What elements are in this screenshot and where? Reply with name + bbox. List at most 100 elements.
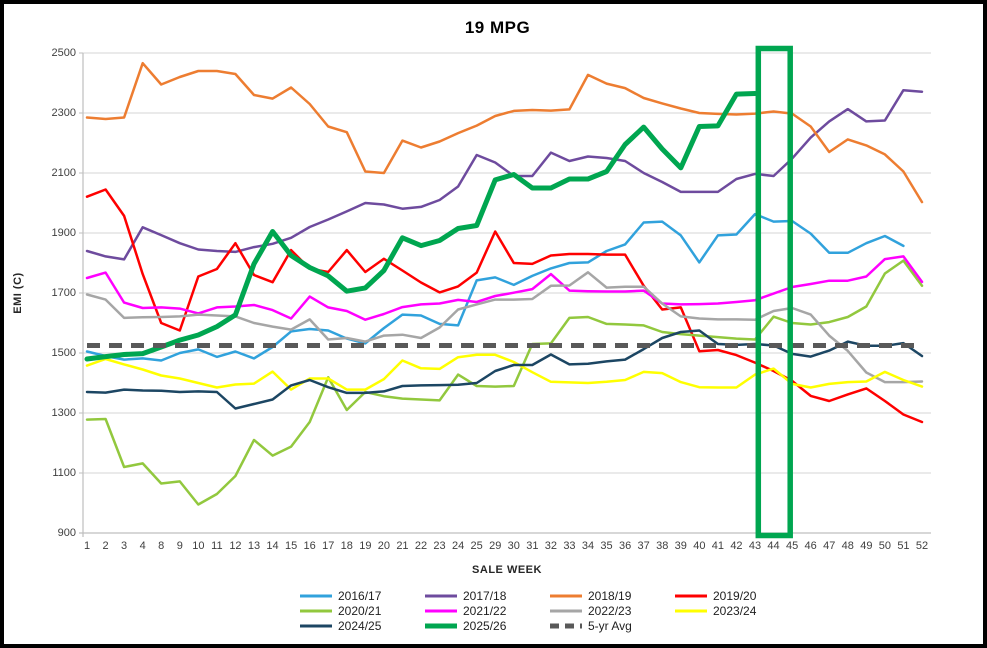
x-tick-label: 39	[674, 540, 687, 552]
series-line-2018-19	[85, 61, 924, 204]
x-tick-label: 35	[600, 540, 613, 552]
legend-line-sample	[300, 609, 332, 612]
legend-label: 2024/25	[338, 618, 382, 633]
x-tick-label: 43	[748, 540, 762, 552]
x-tick-label: 40	[693, 540, 706, 552]
x-tick-label: 21	[396, 540, 409, 552]
x-tick-label: 30	[507, 540, 520, 552]
x-tick-label: 10	[192, 540, 205, 552]
legend-label: 5-yr Avg	[588, 618, 632, 633]
y-tick-label: 1900	[51, 226, 76, 239]
legend-line-sample	[675, 594, 707, 597]
week-44-highlight-rect	[755, 45, 793, 539]
x-tick-label: 13	[247, 540, 261, 552]
x-tick-label: 8	[158, 540, 165, 552]
series-line-2022-23	[85, 271, 924, 384]
legend-item-2017-18: 2017/18	[424, 588, 549, 603]
x-tick-label: 12	[229, 540, 242, 552]
plot-area	[79, 45, 931, 539]
x-tick-label: 14	[266, 540, 279, 552]
x-tick-label: 24	[451, 540, 465, 552]
series-line-2025-26	[84, 91, 758, 362]
x-tick-label: 23	[433, 540, 446, 552]
x-tick-label: 11	[211, 540, 223, 552]
x-tick-label: 50	[878, 540, 891, 552]
legend-line-sample	[425, 609, 457, 612]
x-tick-label: 38	[656, 540, 669, 552]
x-tick-label: 32	[544, 540, 557, 552]
x-tick-label: 3	[121, 540, 128, 552]
legend-label: 2020/21	[338, 603, 382, 618]
x-tick-label: 2	[102, 540, 109, 552]
series-line-2020-21	[85, 259, 924, 506]
x-tick-label: 34	[581, 540, 595, 552]
legend-label: 2021/22	[463, 603, 507, 618]
x-tick-label: 20	[377, 540, 390, 552]
x-tick-label: 18	[340, 540, 353, 552]
x-tick-label: 1	[83, 540, 91, 552]
x-tick-label: 33	[563, 540, 576, 552]
x-tick-label: 41	[711, 540, 724, 552]
legend-line-sample	[425, 623, 457, 628]
legend-item-2016-17: 2016/17	[299, 588, 424, 603]
legend-item-2025-26: 2025/26	[424, 618, 549, 633]
x-tick-label: 42	[730, 540, 743, 552]
y-tick-label: 1500	[51, 346, 76, 359]
x-tick-label: 51	[897, 540, 910, 552]
legend-item-2022-23: 2022/23	[549, 603, 674, 618]
legend-label: 2019/20	[713, 588, 757, 603]
series-line-2024-25	[85, 329, 924, 410]
y-tick-label: 2500	[51, 46, 76, 59]
y-tick-label: 1700	[51, 286, 76, 299]
chart-title: 19 MPG	[464, 18, 531, 37]
legend-item-2024-25: 2024/25	[299, 618, 424, 633]
x-tick-label: 16	[303, 540, 316, 552]
legend-label: 2016/17	[338, 588, 382, 603]
x-axis-title: SALE WEEK	[472, 564, 542, 576]
legend-line-sample	[425, 594, 457, 597]
legend-line-sample	[300, 624, 332, 627]
y-tick-label: 2300	[51, 106, 76, 119]
x-tick-label: 52	[915, 540, 929, 552]
series-line-2023-24	[85, 353, 924, 391]
x-tick-label: 46	[804, 540, 817, 552]
x-tick-label: 9	[176, 540, 183, 552]
y-tick-label: 1300	[51, 406, 76, 419]
series-line-2016-17	[85, 212, 905, 362]
y-tick-label: 2100	[51, 166, 76, 179]
x-tick-label: 15	[284, 540, 298, 552]
legend-label: 2023/24	[713, 603, 757, 618]
x-tick-label: 17	[322, 540, 335, 552]
legend-line-sample	[550, 594, 582, 597]
x-tick-label: 47	[823, 540, 836, 552]
legend-line-sample	[550, 609, 582, 612]
y-tick-label: 900	[57, 526, 76, 539]
legend-line-sample	[300, 594, 332, 597]
y-tick-label: 1100	[52, 466, 76, 479]
x-tick-label: 31	[526, 540, 539, 552]
legend-line-sample	[675, 609, 707, 612]
x-tick-label: 36	[618, 540, 632, 552]
x-tick-label: 48	[841, 540, 854, 552]
x-tick-label: 44	[767, 540, 780, 552]
x-tick-label: 37	[637, 540, 650, 552]
x-tick-label: 4	[139, 540, 146, 552]
legend-line-sample	[550, 623, 582, 628]
x-tick-label: 45	[785, 540, 799, 552]
legend-item-2023-24: 2023/24	[674, 603, 799, 618]
x-tick-label: 22	[414, 540, 428, 552]
x-tick-label: 49	[860, 540, 873, 552]
x-tick-label: 25	[470, 540, 483, 552]
chart-legend: 2016/17 2017/18 2018/19 2019/20 2020/21 2021/…	[299, 588, 799, 633]
x-tick-label: 19	[359, 540, 372, 552]
legend-item-2019-20: 2019/20	[674, 588, 799, 603]
y-axis-title: EMI (C)	[12, 272, 24, 314]
legend-label: 2018/19	[588, 588, 632, 603]
legend-label: 2022/23	[588, 603, 632, 618]
legend-label: 2025/26	[463, 618, 507, 633]
legend-item-2020-21: 2020/21	[299, 603, 424, 618]
series-line-2021-22	[85, 255, 924, 321]
legend-label: 2017/18	[463, 588, 507, 603]
legend-item-2018-19: 2018/19	[549, 588, 674, 603]
